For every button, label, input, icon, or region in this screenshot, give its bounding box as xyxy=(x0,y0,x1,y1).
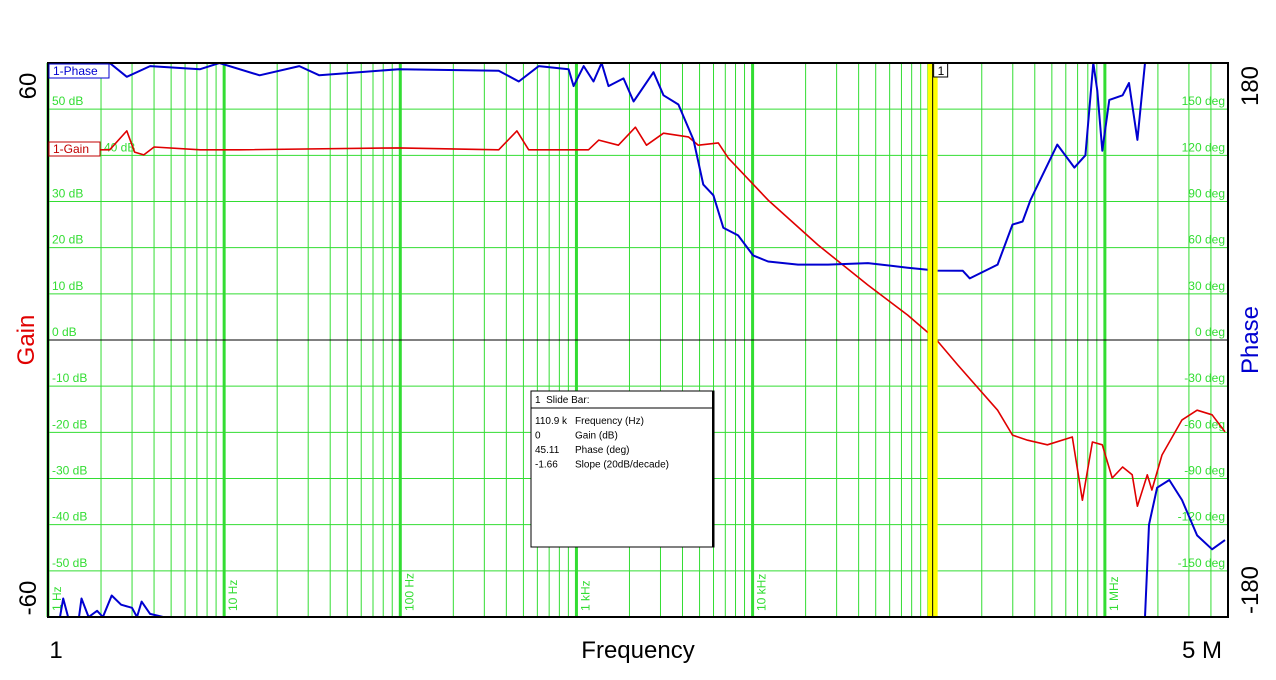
y-left-max: 60 xyxy=(15,73,42,100)
legend-phase-label: 1-Phase xyxy=(53,64,98,78)
freq-tick-label: 1 kHz xyxy=(578,580,592,611)
slider-marker-label: 1 xyxy=(938,64,945,78)
y-left-min: -60 xyxy=(15,581,42,616)
phase-tick-label: 150 deg xyxy=(1182,94,1225,108)
gain-tick-label: 40 dB xyxy=(104,140,135,154)
traces xyxy=(48,63,1226,617)
phase-tick-label: -90 deg xyxy=(1184,464,1225,478)
legend-phase: 1-Phase xyxy=(48,63,110,79)
phase-tick-label: 120 deg xyxy=(1182,140,1225,154)
grid xyxy=(46,63,1229,617)
phase-tick-label: -150 deg xyxy=(1178,556,1225,570)
gain-tick-label: -20 dB xyxy=(52,417,87,431)
freq-tick-label: 1 Hz xyxy=(50,586,64,611)
readout-label: Phase (deg) xyxy=(575,445,629,456)
readout-label: Gain (dB) xyxy=(575,431,618,442)
gain-trace xyxy=(48,126,1226,507)
readout-value: 0 xyxy=(535,431,541,442)
phase-trace xyxy=(59,594,164,617)
legend-gain-label: 1-Gain xyxy=(53,142,89,156)
gain-tick-label: -30 dB xyxy=(52,464,87,478)
gain-tick-label: 10 dB xyxy=(52,279,83,293)
y-right-min: -180 xyxy=(1237,566,1264,614)
readout-label: Slope (20dB/decade) xyxy=(575,460,669,471)
gain-tick-label: 20 dB xyxy=(52,233,83,247)
slide-bar-readout: 1 Slide Bar: 110.9 k Frequency (Hz) 0 Gain … xyxy=(530,390,715,548)
gain-tick-label: -10 dB xyxy=(52,371,87,385)
y-right-max: 180 xyxy=(1237,66,1264,106)
phase-tick-label: 90 deg xyxy=(1188,187,1225,201)
y-right-title: Phase xyxy=(1237,306,1264,374)
phase-tick-label: -120 deg xyxy=(1178,510,1225,524)
plot-frame xyxy=(47,62,1229,618)
freq-tick-label: 10 kHz xyxy=(755,574,769,611)
readout-title: 1 Slide Bar: xyxy=(535,395,589,406)
phase-trace xyxy=(48,63,1146,280)
gain-tick-label: -40 dB xyxy=(52,510,87,524)
phase-tick-label: 30 deg xyxy=(1188,279,1225,293)
phase-tick-label: 0 deg xyxy=(1195,325,1225,339)
x-min-label: 1 xyxy=(49,637,62,664)
gain-tick-label: 0 dB xyxy=(52,325,77,339)
phase-tick-label: -60 deg xyxy=(1184,417,1225,431)
phase-tick-label: -30 deg xyxy=(1184,371,1225,385)
freq-tick-label: 1 MHz xyxy=(1107,576,1121,611)
readout-value: 110.9 k xyxy=(535,416,568,427)
readout-label: Frequency (Hz) xyxy=(575,416,644,427)
gain-tick-label: -50 dB xyxy=(52,556,87,570)
slide-bar[interactable]: 1 xyxy=(927,62,949,617)
phase-tick-label: 60 deg xyxy=(1188,233,1225,247)
readout-value: 45.11 xyxy=(535,445,560,456)
phase-trace xyxy=(1144,479,1226,617)
tick-labels: 50 dB 150 deg 40 dB 120 deg 30 dB 90 deg 20 dB… xyxy=(50,94,1225,611)
gain-tick-label: 30 dB xyxy=(52,187,83,201)
y-left-title: Gain xyxy=(13,315,40,366)
x-title: Frequency xyxy=(581,637,694,664)
x-max-label: 5 M xyxy=(1182,637,1222,664)
freq-tick-label: 100 Hz xyxy=(402,573,416,611)
readout-value: -1.66 xyxy=(535,460,558,471)
legend-gain: 1-Gain xyxy=(48,141,101,157)
freq-tick-label: 10 Hz xyxy=(226,580,240,611)
gain-tick-label: 50 dB xyxy=(52,94,83,108)
